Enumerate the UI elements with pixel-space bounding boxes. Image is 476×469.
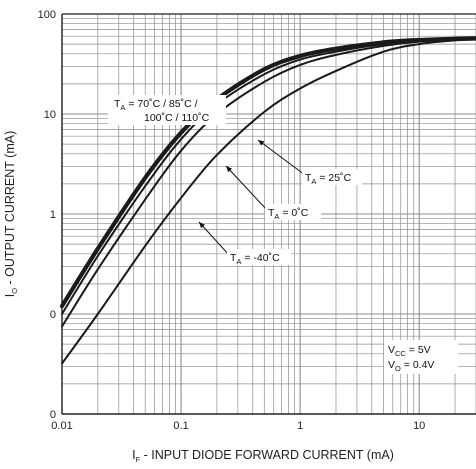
leader-t25 [257, 139, 306, 176]
y-tick-labels: 0 0 1 10 100 [38, 9, 56, 421]
annotation-conditions: VCC = 5V VO = 0.4V [384, 340, 458, 374]
y-tick-label: 100 [38, 9, 56, 21]
annotation-leaders [198, 139, 306, 256]
annotation-hot-temps: TA = 70˚C / 85˚C / 100˚C / 110˚C [108, 95, 226, 125]
x-tick-label: 0.1 [173, 420, 188, 432]
leader-tm40-arrow [199, 222, 205, 229]
leader-t0-arrow [226, 166, 232, 173]
series-line-3 [61, 38, 476, 365]
x-tick-label: 1 [297, 420, 303, 432]
svg-text:100˚C / 110˚C: 100˚C / 110˚C [144, 112, 210, 124]
y-tick-label: 1 [50, 209, 56, 221]
axes [61, 13, 476, 415]
annotation-t0: TA = 0˚C [265, 204, 321, 221]
svg-text:TA = -40˚C: TA = -40˚C [230, 252, 280, 266]
leader-t25-arrow [258, 140, 265, 146]
svg-text:TA = 70˚C / 85˚C /: TA = 70˚C / 85˚C / [114, 98, 198, 112]
annotation-tm40: TA = -40˚C [227, 249, 291, 266]
annotation-t25: TA = 25˚C [302, 169, 362, 186]
y-axis-label: IO - OUTPUT CURRENT (mA) [3, 131, 19, 298]
x-tick-label: 10 [413, 420, 425, 432]
x-axis-label: IF - INPUT DIODE FORWARD CURRENT (mA) [132, 448, 394, 464]
leader-t0 [225, 165, 268, 211]
y-tick-label: 10 [44, 109, 56, 121]
x-tick-label: 0.01 [51, 420, 72, 432]
svg-text:TA = 25˚C: TA = 25˚C [305, 172, 352, 186]
y-tick-label: 0 [50, 409, 56, 421]
series-lines [59, 36, 476, 365]
svg-text:VCC = 5V: VCC = 5V [388, 344, 431, 358]
leader-tm40 [198, 221, 230, 256]
x-tick-labels: 0.01 0.1 1 10 [51, 420, 425, 432]
y-tick-label: 0 [50, 309, 56, 321]
svg-text:TA = 0˚C: TA = 0˚C [268, 207, 309, 221]
series-line-2 [61, 38, 476, 328]
svg-text:VO = 0.4V: VO = 0.4V [388, 359, 434, 373]
